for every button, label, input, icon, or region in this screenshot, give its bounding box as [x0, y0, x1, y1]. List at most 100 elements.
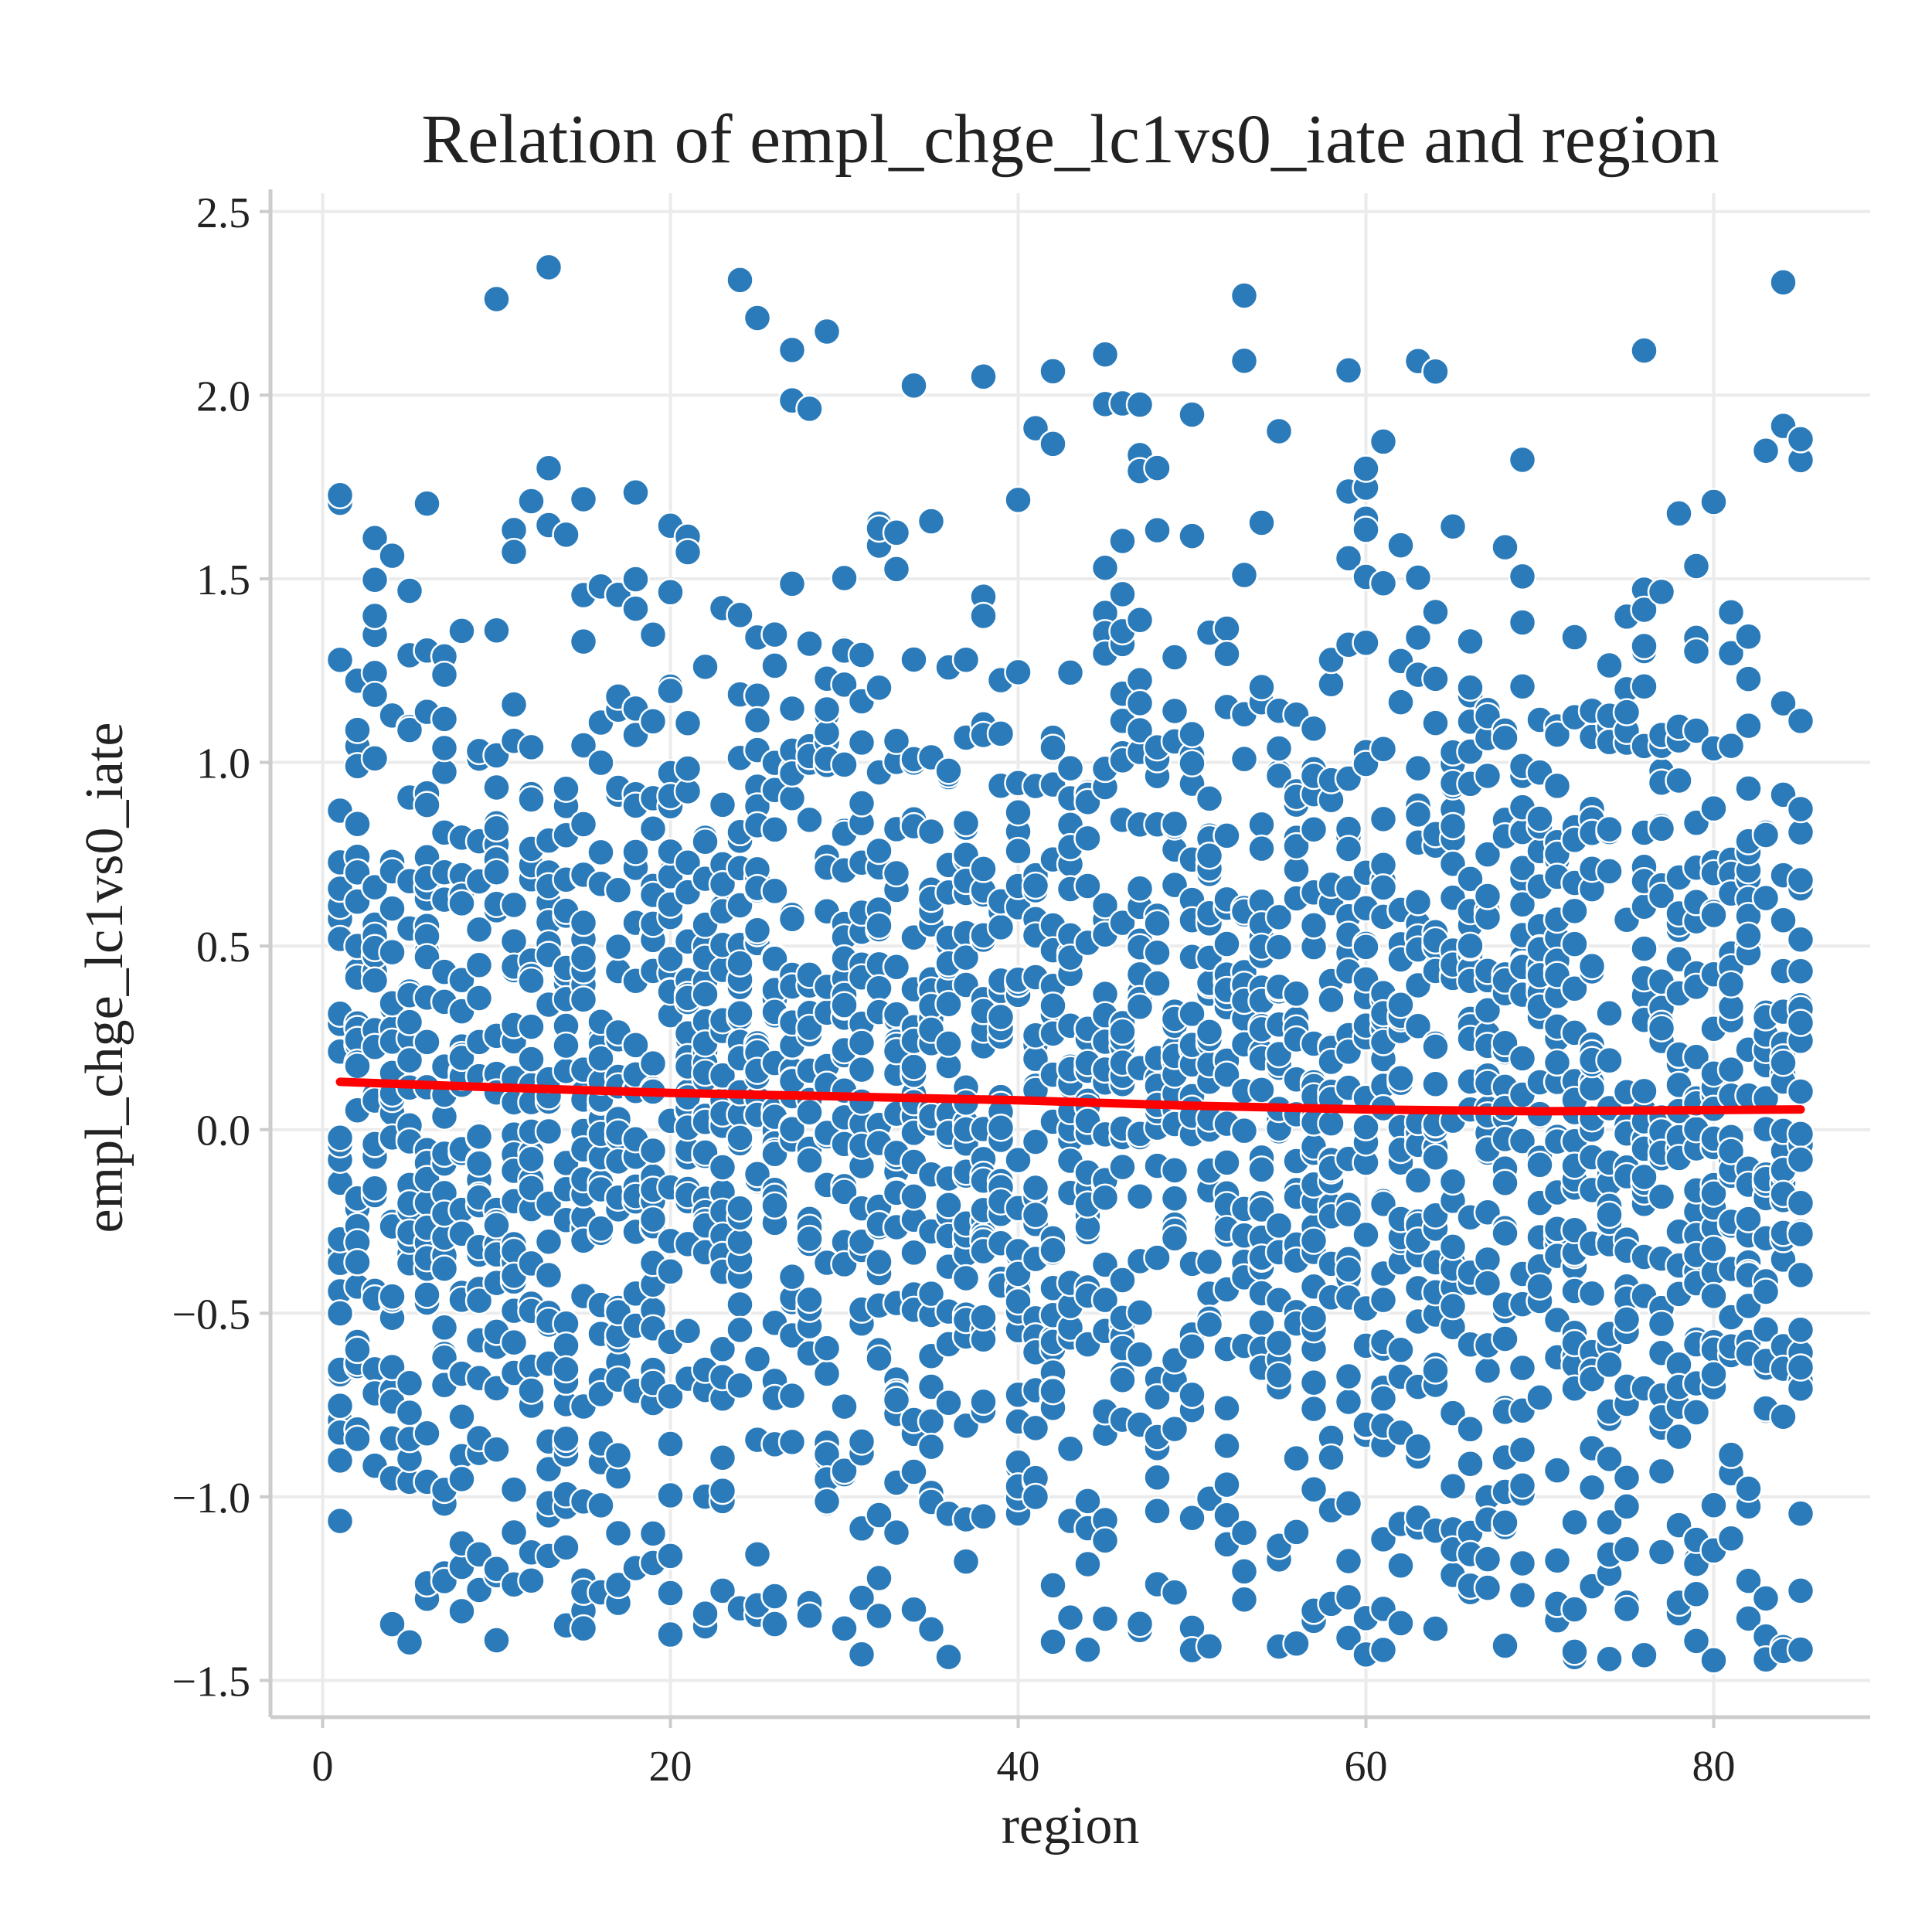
scatter-point: [447, 617, 476, 645]
scatter-point: [986, 719, 1015, 748]
scatter-point: [847, 1029, 876, 1057]
scatter-point: [1438, 1399, 1468, 1427]
scatter-point: [1039, 357, 1067, 386]
scatter-point: [464, 915, 494, 944]
scatter-point: [1143, 1243, 1172, 1272]
scatter-point: [1143, 515, 1172, 545]
scatter-point: [1160, 1224, 1189, 1253]
scatter-point: [882, 952, 911, 981]
scatter-point: [1786, 957, 1815, 986]
scatter-point: [1508, 853, 1537, 883]
scatter-point: [1786, 1009, 1815, 1037]
scatter-point: [743, 916, 772, 944]
scatter-point: [413, 489, 441, 518]
scatter-point: [1090, 1285, 1120, 1315]
scatter-point: [1004, 1287, 1032, 1316]
scatter-point: [760, 815, 789, 844]
scatter-point: [1595, 857, 1624, 886]
scatter-point: [325, 645, 355, 675]
scatter-point: [708, 869, 737, 899]
scatter-point: [1699, 488, 1728, 516]
scatter-point: [1213, 1060, 1241, 1089]
scatter-point: [1195, 1632, 1224, 1661]
scatter-point: [1160, 643, 1189, 672]
scatter-point: [1317, 1443, 1345, 1472]
scatter-point: [395, 1369, 424, 1398]
scatter-point: [552, 1424, 580, 1454]
scatter-point: [534, 1260, 563, 1290]
scatter-point: [900, 1458, 928, 1486]
scatter-point: [1073, 824, 1102, 853]
scatter-point: [777, 784, 807, 813]
scatter-point: [934, 1191, 963, 1219]
scatter-point: [552, 774, 580, 803]
scatter-point: [1751, 437, 1781, 465]
scatter-point: [1021, 413, 1050, 443]
scatter-point: [708, 1577, 737, 1605]
scatter-point: [1195, 784, 1224, 813]
chart-title: Relation of empl_chge_lc1vs0_iate and re…: [421, 101, 1719, 178]
scatter-point: [1282, 979, 1311, 1009]
scatter-point: [743, 1159, 772, 1189]
scatter-point: [378, 894, 406, 923]
scatter-point: [1508, 1549, 1537, 1578]
scatter-point: [1282, 832, 1311, 861]
scatter-point: [1786, 425, 1815, 454]
scatter-point: [777, 694, 807, 723]
scatter-point: [1125, 874, 1155, 903]
scatter-point: [1595, 1508, 1624, 1537]
scatter-point: [482, 1211, 511, 1240]
scatter-point: [1612, 1535, 1641, 1564]
scatter-point: [795, 1146, 824, 1175]
scatter-point: [482, 616, 511, 645]
scatter-point: [447, 1403, 476, 1431]
scatter-point: [1213, 1431, 1241, 1461]
scatter-point: [1056, 753, 1085, 783]
scatter-point: [1369, 427, 1398, 456]
scatter-point: [917, 1279, 946, 1308]
scatter-point: [777, 904, 807, 934]
scatter-point: [1491, 532, 1519, 562]
scatter-point: [1352, 454, 1380, 483]
scatter-point: [360, 1174, 389, 1202]
scatter-point: [917, 507, 946, 536]
scatter-point: [1751, 1315, 1781, 1344]
scatter-point: [1508, 672, 1537, 701]
scatter-point: [969, 1303, 998, 1332]
scatter-point: [1421, 357, 1450, 386]
scatter-point: [1352, 933, 1380, 961]
scatter-point: [777, 335, 807, 365]
scatter-point: [1247, 810, 1276, 839]
x-tick-label: 0: [312, 1743, 334, 1791]
scatter-point: [969, 1387, 998, 1417]
scatter-point: [499, 537, 529, 566]
scatter-point: [847, 1640, 876, 1669]
scatter-point: [1056, 658, 1085, 687]
scatter-point: [673, 849, 702, 877]
scatter-point: [1178, 1380, 1206, 1410]
scatter-point: [1473, 882, 1502, 910]
y-tick-label: −0.5: [172, 1291, 250, 1338]
scatter-point: [430, 1254, 459, 1283]
scatter-point: [1125, 390, 1155, 419]
scatter-point: [343, 716, 372, 744]
scatter-point: [604, 1570, 633, 1600]
scatter-point: [812, 1359, 842, 1388]
y-axis-label: empl_chge_lc1vs0_iate: [75, 723, 134, 1233]
scatter-point: [812, 317, 842, 346]
scatter-point: [1160, 1156, 1189, 1185]
scatter-point: [1073, 1549, 1102, 1579]
scatter-point: [865, 836, 893, 866]
scatter-point: [1299, 1368, 1328, 1397]
scatter-point: [1317, 669, 1345, 699]
scatter-point: [1090, 340, 1120, 369]
scatter-point: [900, 1238, 928, 1267]
scatter-point: [1178, 522, 1206, 550]
scatter-point: [934, 757, 963, 785]
scatter-point: [517, 1566, 546, 1595]
scatter-point: [882, 726, 911, 755]
scatter-point: [378, 937, 406, 967]
scatter-point: [1751, 821, 1781, 849]
scatter-point: [1299, 714, 1328, 743]
